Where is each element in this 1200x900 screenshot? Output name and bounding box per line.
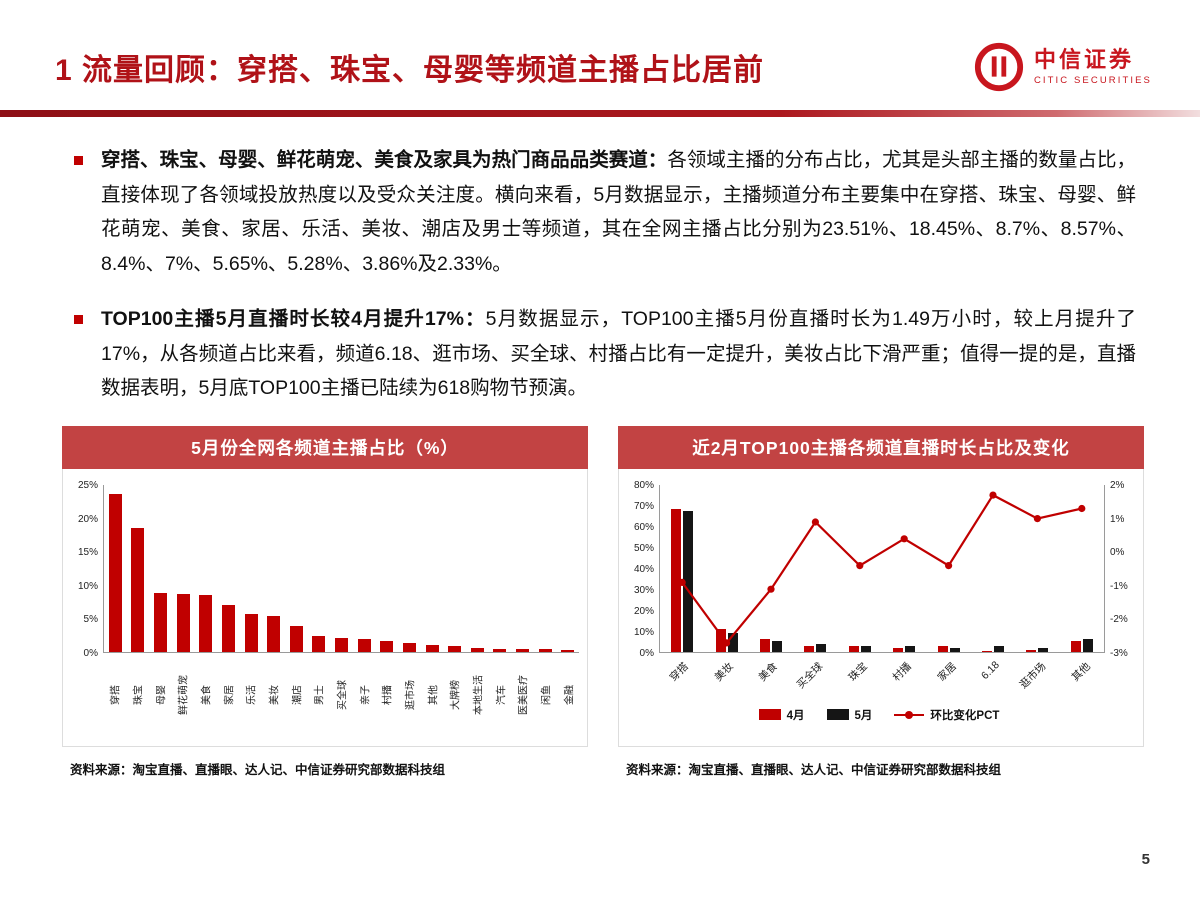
right-chart-plot: 0% 10% 20% 30% 40% 50% 60% 70% 80% 穿搭 美妆 美食 买全球 珠宝 村播… [618, 468, 1144, 747]
left-chart-source: 资料来源：淘宝直播、直播眼、达人记、中信证券研究部数据科技组 [70, 762, 446, 777]
page-title: 1 流量回顾：穿搭、珠宝、母婴等频道主播占比居前 [55, 54, 765, 87]
right-chart-source: 资料来源：淘宝直播、直播眼、达人记、中信证券研究部数据科技组 [626, 762, 1002, 777]
bar-金融 [557, 649, 580, 652]
bullet-list: 穿搭、珠宝、母婴、鲜花萌宠、美食及家具为热门商品品类赛道：各领域主播的分布占比，… [74, 143, 1136, 406]
citic-logo: 中信证券 CITIC SECURITIES [973, 41, 1152, 93]
bar-group-6.18 [971, 645, 1015, 652]
bullet-lead: TOP100主播5月直播时长较4月提升17%： [101, 307, 486, 330]
legend-may-label: 5月 [854, 709, 873, 722]
right-chart: 近2月TOP100主播各频道直播时长占比及变化 0% 10% 20% 30% 40% 50… [618, 425, 1144, 778]
left-chart-x-labels: 穿搭 珠宝 母婴 鲜花萌宠 美食 家居 乐活 美妆 潮店 男士 买全球 亲子 村播 逛市场 其他 大牌榜 本地生… [110, 674, 576, 715]
logo-chinese-name: 中信证券 [1033, 46, 1134, 72]
bar-group-家居 [926, 645, 970, 652]
bar-group-逛市场 [1015, 647, 1059, 652]
logo-text: 中信证券 CITIC SECURITIES [1033, 46, 1152, 87]
bar-闲鱼 [534, 649, 557, 652]
bullet-lead: 穿搭、珠宝、母婴、鲜花萌宠、美食及家具为热门商品品类赛道： [101, 149, 668, 171]
bar-医美医疗 [511, 648, 534, 652]
bar-逛市场 [398, 643, 421, 652]
bar-乐活 [240, 613, 263, 652]
bar-母婴 [149, 593, 172, 652]
bullet-text: TOP100主播5月直播时长较4月提升17%：5月数据显示，TOP100主播5月… [101, 302, 1136, 406]
bar-group-穿搭 [660, 509, 704, 652]
bar-买全球 [330, 637, 353, 652]
bar-家居 [217, 604, 240, 652]
right-chart-right-axis: -3% -2% -1% 0% 1% 2% [1110, 479, 1128, 659]
left-chart-bars [103, 484, 580, 653]
bar-group-美妆 [704, 628, 748, 652]
bar-其他 [421, 644, 444, 652]
bullet-item: 穿搭、珠宝、母婴、鲜花萌宠、美食及家具为热门商品品类赛道：各领域主播的分布占比，… [74, 143, 1136, 282]
ring-ratio-line [678, 491, 1086, 647]
right-chart-title: 近2月TOP100主播各频道直播时长占比及变化 [618, 425, 1144, 469]
legend-line-label: 环比变化PCT [930, 709, 1000, 722]
bullet-body: 各领域主播的分布占比，尤其是头部主播的数量占比，直接体现了各领域投放热度以及受众… [101, 149, 1136, 276]
bar-穿搭 [104, 493, 127, 652]
bar-男士 [308, 636, 331, 652]
header-divider [0, 110, 1200, 117]
legend-may-swatch [826, 709, 849, 721]
left-chart: 5月份全网各频道主播占比（%） 0% 5% 10% 15% 20% 25% 穿搭 珠宝 母婴鲜… [62, 425, 588, 778]
page-number: 5 [1141, 851, 1150, 868]
bar-group-珠宝 [838, 645, 882, 652]
right-chart-legend: 4月 5月 环比变化PCT [623, 707, 1135, 723]
bullet-marker-icon [74, 156, 83, 165]
bar-group-其他 [1060, 639, 1104, 652]
bar-潮店 [285, 625, 308, 652]
left-chart-plot: 0% 5% 10% 15% 20% 25% 穿搭 珠宝 母婴 鲜花萌宠 美食 家居 乐活 美妆 潮店 男士买… [62, 468, 588, 747]
bar-珠宝 [127, 527, 150, 652]
left-chart-title: 5月份全网各频道主播占比（%） [62, 425, 588, 469]
left-chart-y-axis: 0% 5% 10% 15% 20% 25% [77, 479, 98, 659]
logo-english-name: CITIC SECURITIES [1033, 75, 1152, 87]
right-chart-left-axis: 0% 10% 20% 30% 40% 50% 60% 70% 80% [633, 479, 654, 659]
bar-group-美食 [749, 639, 793, 652]
citic-logo-icon [974, 42, 1024, 92]
bar-亲子 [353, 639, 376, 652]
bar-大牌榜 [443, 645, 466, 652]
bullet-body: 5月数据显示，TOP100主播5月份直播时长为1.49万小时，较上月提升了17%… [101, 307, 1136, 400]
legend-line-swatch [894, 710, 925, 719]
bar-group-村播 [882, 645, 926, 652]
bar-村播 [376, 641, 399, 652]
legend-april-label: 4月 [786, 709, 805, 722]
right-chart-x-labels: 穿搭 美妆 美食 买全球 珠宝 村播 家居 6.18 逛市场 其他 [667, 658, 1093, 692]
bar-美食 [195, 595, 218, 652]
bar-汽车 [489, 648, 512, 652]
bar-鲜花萌宠 [172, 594, 195, 652]
legend-line-marker-icon [905, 710, 914, 719]
bullet-item: TOP100主播5月直播时长较4月提升17%：5月数据显示，TOP100主播5月… [74, 302, 1136, 406]
bar-group-买全球 [793, 643, 837, 652]
legend-april-swatch [758, 709, 781, 721]
slide-header: 1 流量回顾：穿搭、珠宝、母婴等频道主播占比居前 中信证券 CITIC SECU… [0, 0, 1200, 110]
legend-item-ring-ratio: 环比变化PCT [894, 707, 999, 723]
bar-本地生活 [466, 648, 489, 652]
charts-row: 5月份全网各频道主播占比（%） 0% 5% 10% 15% 20% 25% 穿搭 珠宝 母婴鲜… [62, 425, 1144, 778]
legend-item-april: 4月 [758, 707, 805, 723]
bullet-text: 穿搭、珠宝、母婴、鲜花萌宠、美食及家具为热门商品品类赛道：各领域主播的分布占比，… [101, 143, 1136, 282]
right-chart-bars [659, 484, 1105, 653]
bar-美妆 [262, 616, 285, 652]
legend-item-may: 5月 [826, 707, 873, 723]
bullet-marker-icon [74, 314, 83, 324]
